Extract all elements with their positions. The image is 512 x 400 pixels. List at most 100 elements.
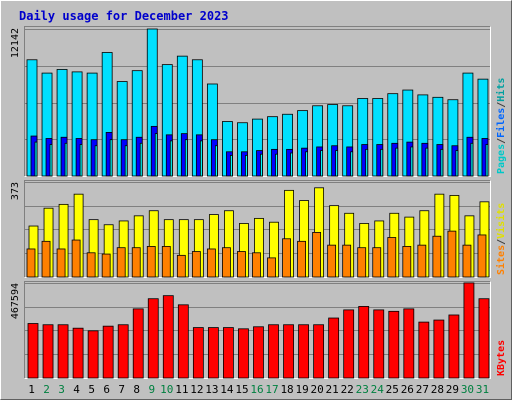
- day-label: 20: [311, 383, 324, 396]
- legend-item: /: [496, 138, 507, 144]
- kbytes-bar-day-12: [192, 327, 204, 379]
- daily-kbytes-panel: 467594 KBytes: [10, 281, 507, 379]
- pages-bar-day-22: [350, 151, 354, 177]
- legend-item: Visits: [495, 203, 507, 239]
- day-label: 8: [133, 383, 140, 396]
- pages-bar-day-27: [425, 147, 429, 177]
- sites-bar-day-17: [267, 257, 276, 278]
- legend-item: Pages: [496, 144, 507, 174]
- pages-bar-day-20: [320, 150, 324, 177]
- day-label: 2: [43, 383, 50, 396]
- kbytes-bar-day-18: [283, 324, 294, 379]
- sites-bar-day-6: [101, 253, 111, 278]
- pages-bar-day-23: [365, 148, 369, 177]
- day-label: 18: [280, 383, 293, 396]
- kbytes-bar-day-29: [448, 314, 460, 379]
- sites-bar-day-3: [56, 248, 66, 278]
- sites-bar-day-5: [86, 252, 96, 278]
- kbytes-bar-day-3: [57, 324, 69, 379]
- pages-bar-day-18: [290, 152, 293, 177]
- day-label: 30: [461, 383, 474, 396]
- pages-bar-day-24: [380, 148, 384, 177]
- sites-bar-day-23: [357, 247, 367, 278]
- day-label: 22: [341, 383, 354, 396]
- kbytes-bar-day-15: [238, 328, 249, 379]
- kbytes-bar-day-23: [358, 306, 370, 379]
- kbytes-bar-day-8: [132, 308, 144, 379]
- kbytes-bar-day-28: [433, 319, 445, 379]
- y-axis-max-label: 373: [10, 182, 21, 200]
- pages-bar-day-11: [184, 139, 188, 177]
- pages-bar-day-5: [94, 145, 98, 177]
- chart-title: Daily usage for December 2023: [19, 9, 229, 23]
- kbytes-bar-day-21: [328, 317, 340, 379]
- pages-bar-day-10: [169, 140, 173, 177]
- panel-border-light: [24, 26, 491, 177]
- day-label: 28: [431, 383, 444, 396]
- pages-bar-day-12: [199, 140, 203, 177]
- legend-item: Files: [495, 108, 507, 138]
- panel-legend: Pages/Files/Hits: [495, 78, 507, 174]
- sites-bar-day-22: [342, 244, 352, 278]
- sites-bar-day-9: [146, 246, 156, 278]
- day-label: 9: [148, 383, 155, 396]
- legend-item: KBytes: [496, 340, 507, 376]
- day-label: 16: [250, 383, 263, 396]
- pages-bar-day-17: [275, 153, 278, 177]
- sites-bar-day-27: [417, 244, 427, 278]
- x-axis-day-labels: 1 2 3 4 5 6 7 8 9 10 11 12 13 14 15 16 17 18 19 20 21 22 23 24 2…: [28, 383, 489, 396]
- pages-bar-day-28: [440, 148, 444, 177]
- legend-item: /: [496, 102, 507, 108]
- day-label: 29: [446, 383, 459, 396]
- chart-panels: 12142Pages/Files/Hits373Sites/Visits4675…: [10, 26, 507, 379]
- pages-bar-day-8: [139, 142, 143, 177]
- pages-bar-day-3: [64, 142, 68, 177]
- day-label: 4: [73, 383, 80, 396]
- sites-bar-day-11: [176, 254, 186, 278]
- day-label: 19: [295, 383, 308, 396]
- panel-border-dark: [24, 26, 491, 177]
- pages-bar-day-9: [154, 133, 158, 177]
- sites-bar-day-8: [131, 247, 141, 278]
- legend-item: Hits: [495, 78, 507, 102]
- panel-legend: KBytes: [496, 340, 507, 376]
- kbytes-bar-day-17: [268, 324, 279, 379]
- kbytes-bar-day-7: [117, 324, 129, 379]
- pages-bar-day-4: [79, 144, 83, 177]
- pages-bar-day-14: [230, 155, 233, 177]
- day-label: 1: [28, 383, 35, 396]
- kbytes-bar-day-25: [388, 310, 400, 379]
- kbytes-bar-day-6: [102, 325, 114, 379]
- sites-bar-day-20: [312, 232, 322, 278]
- panel-border-dark: [24, 180, 491, 278]
- kbytes-bar-day-19: [298, 324, 309, 379]
- kbytes-bar-day-20: [313, 324, 325, 379]
- kbytes-bar-day-5: [87, 330, 99, 379]
- day-label: 3: [58, 383, 65, 396]
- daily-visits-sites-panel: 373 Sites/Visits: [10, 180, 507, 278]
- sites-bar-day-12: [191, 251, 201, 278]
- sites-bar-day-29: [447, 230, 457, 278]
- sites-bar-day-4: [71, 239, 81, 278]
- day-label: 12: [190, 383, 203, 396]
- day-label: 13: [205, 383, 218, 396]
- sites-bar-day-18: [282, 238, 291, 278]
- sites-bar-day-26: [402, 246, 412, 278]
- panel-border-light: [24, 281, 491, 379]
- sites-bar-day-10: [161, 246, 171, 278]
- day-label: 23: [356, 383, 369, 396]
- pages-bar-day-26: [410, 146, 414, 177]
- kbytes-bar-day-16: [253, 326, 264, 379]
- sites-bar-day-15: [237, 251, 246, 278]
- kbytes-bar-day-24: [373, 309, 385, 379]
- pages-bar-day-21: [335, 150, 339, 177]
- kbytes-bar-day-11: [177, 304, 189, 379]
- y-axis-max-label: 467594: [10, 283, 21, 319]
- pages-bar-day-2: [49, 144, 53, 177]
- kbytes-bar-day-2: [42, 324, 54, 379]
- kbytes-bar-day-22: [343, 309, 355, 379]
- pages-bar-day-31: [485, 144, 489, 177]
- day-label: 5: [88, 383, 95, 396]
